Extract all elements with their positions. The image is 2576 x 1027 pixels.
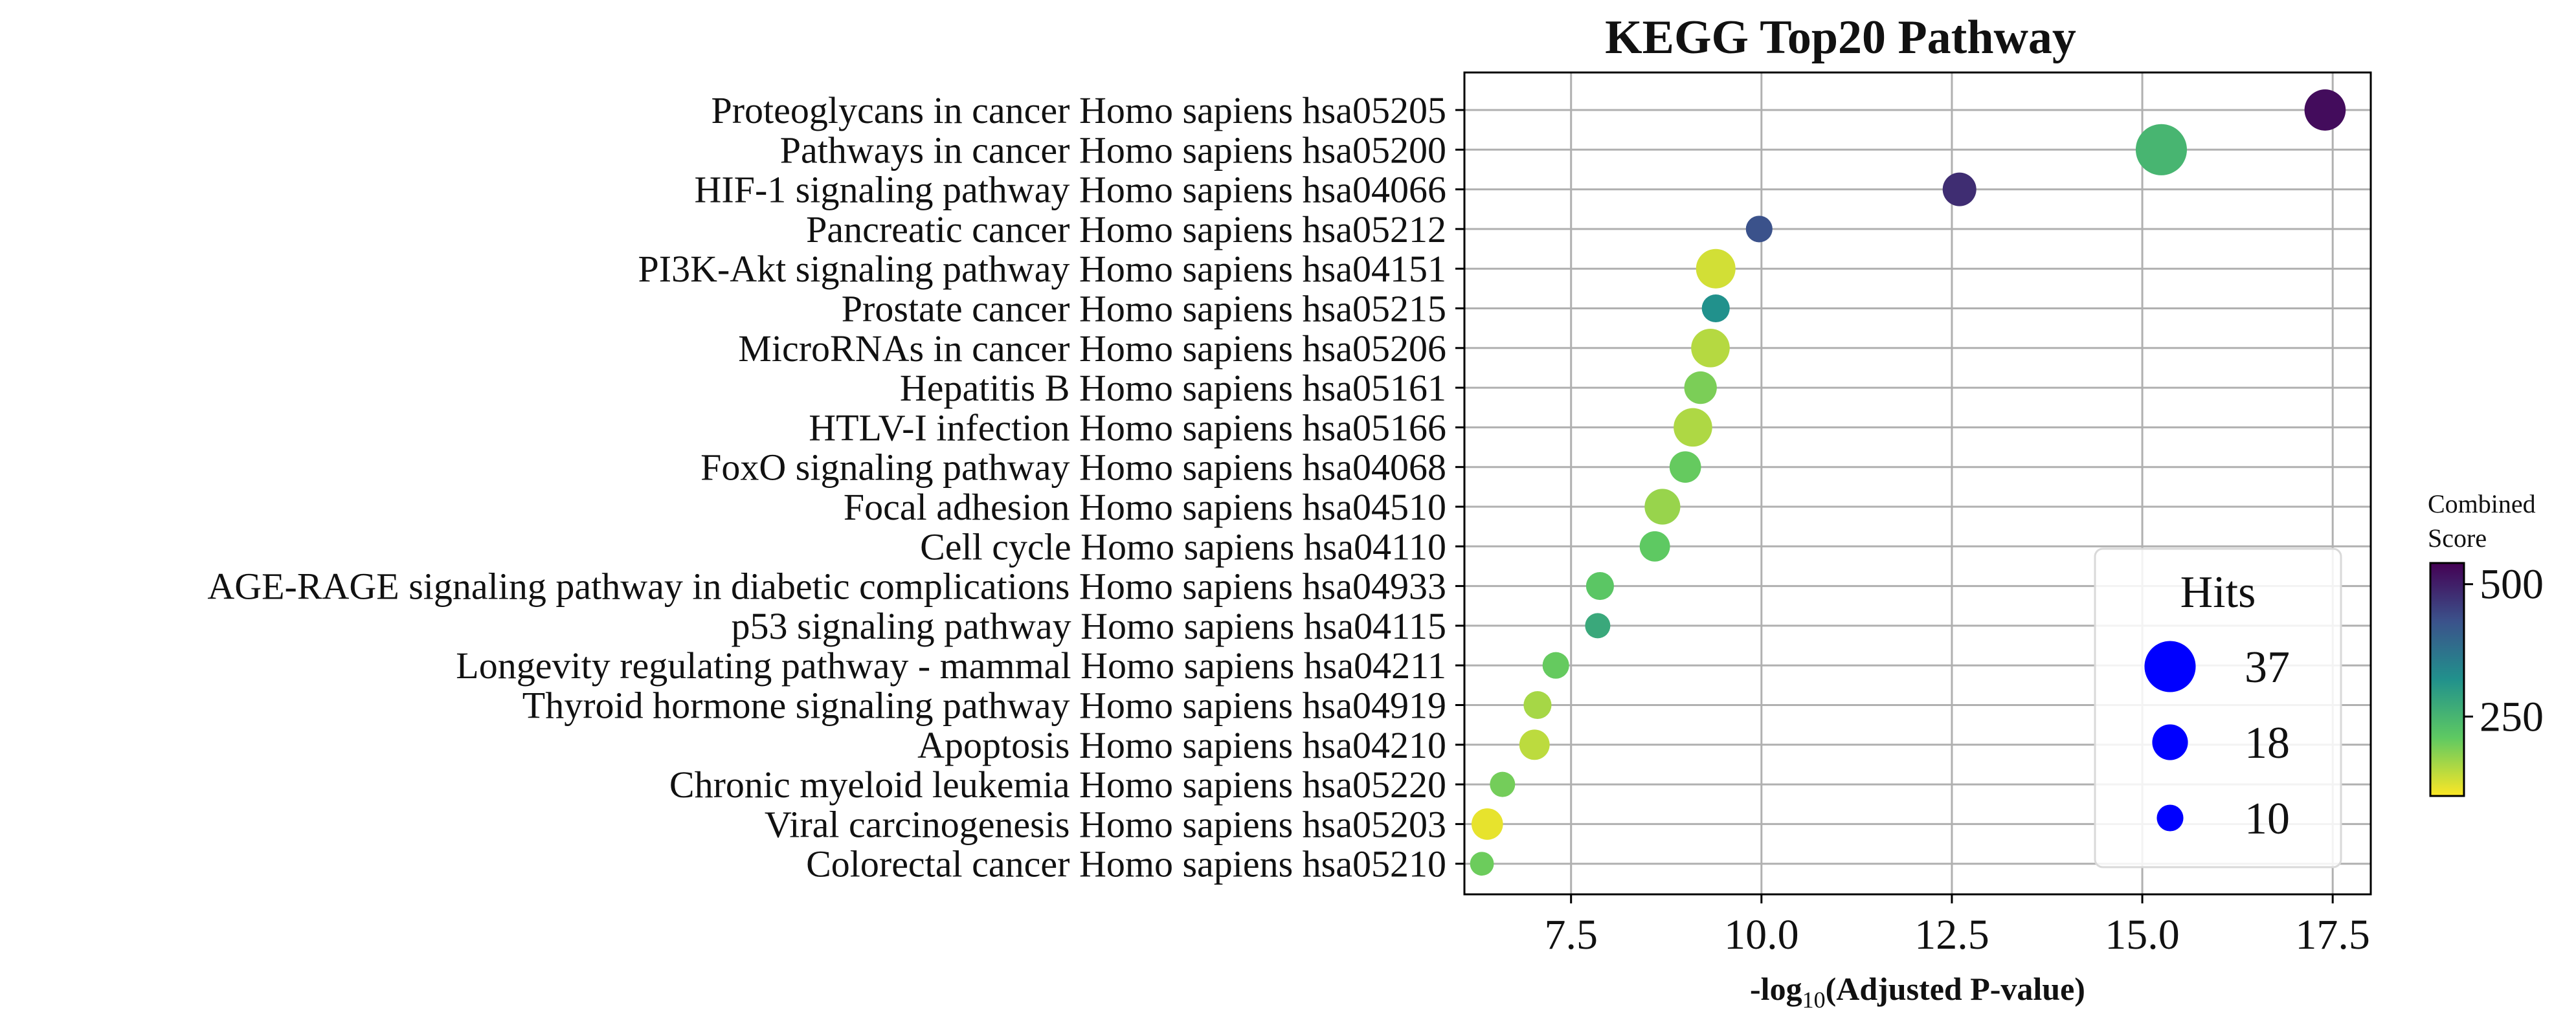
- x-tick-label: 10.0: [1724, 911, 1799, 958]
- data-point: [1542, 652, 1569, 679]
- data-point: [1519, 729, 1550, 760]
- data-point: [1696, 248, 1736, 289]
- x-tick-label: 17.5: [2295, 911, 2370, 958]
- y-tick-label: HIF-1 signaling pathway Homo sapiens hsa…: [695, 169, 1446, 211]
- y-tick-label: p53 signaling pathway Homo sapiens hsa04…: [731, 605, 1446, 647]
- y-tick-label: Pathways in cancer Homo sapiens hsa05200: [780, 129, 1446, 171]
- colorbar-tick-label: 250: [2480, 693, 2544, 740]
- x-axis-label: -log10(Adjusted P-value): [1750, 971, 2085, 1013]
- y-tick-label: Apoptosis Homo sapiens hsa04210: [917, 724, 1446, 766]
- data-point: [1684, 371, 1717, 404]
- data-point: [1674, 408, 1712, 447]
- x-axis-label-suffix: (Adjusted P-value): [1826, 971, 2085, 1007]
- colorbar-ticks: 250 500: [2464, 561, 2544, 740]
- data-point: [1639, 531, 1670, 562]
- y-tick-label: Focal adhesion Homo sapiens hsa04510: [844, 486, 1446, 528]
- hits-legend: Hits 37 18 10: [2094, 547, 2342, 868]
- chart-title: KEGG Top20 Pathway: [1605, 11, 2076, 64]
- data-point: [1585, 572, 1614, 601]
- y-tick-label: Hepatitis B Homo sapiens hsa05161: [900, 367, 1446, 409]
- y-tick-label: HTLV-I infection Homo sapiens hsa05166: [809, 406, 1446, 448]
- x-tick-label: 12.5: [1914, 911, 1989, 958]
- colorbar-tick-label: 500: [2480, 561, 2544, 608]
- colorbar: Combined Score 250 500: [2428, 489, 2544, 797]
- legend-box: [2094, 547, 2342, 868]
- data-point: [2135, 124, 2188, 175]
- y-tick-label: MicroRNAs in cancer Homo sapiens hsa0520…: [738, 327, 1446, 370]
- y-tick-label: Viral carcinogenesis Homo sapiens hsa052…: [765, 803, 1446, 845]
- data-point: [1644, 489, 1681, 525]
- data-point: [1942, 172, 1977, 206]
- legend-entries: 37 18 10: [2144, 641, 2290, 844]
- legend-marker: [2144, 641, 2196, 692]
- data-point: [1471, 808, 1503, 840]
- plot-frame: [1463, 71, 2372, 896]
- data-point: [1490, 771, 1516, 797]
- y-tick-label: Prostate cancer Homo sapiens hsa05215: [842, 288, 1446, 330]
- x-axis-label-subscript: 10: [1802, 987, 1826, 1013]
- y-tick-label: AGE-RAGE signaling pathway in diabetic c…: [207, 566, 1446, 608]
- colorbar-title-line1: Combined: [2428, 489, 2536, 518]
- data-point: [1585, 613, 1611, 639]
- legend-marker: [2156, 804, 2184, 832]
- x-tick-label: 15.0: [2105, 911, 2180, 958]
- x-ticks: 7.5 10.0 12.5 15.0 17.5: [1544, 894, 2370, 958]
- legend-label: 10: [2245, 794, 2290, 844]
- legend-title: Hits: [2180, 568, 2256, 617]
- x-axis-label-prefix: -log: [1750, 971, 1802, 1007]
- data-point: [1470, 852, 1494, 876]
- x-tick-label: 7.5: [1544, 911, 1598, 958]
- y-tick-label: Pancreatic cancer Homo sapiens hsa05212: [806, 208, 1446, 250]
- y-tick-label: Chronic myeloid leukemia Homo sapiens hs…: [669, 764, 1446, 806]
- y-tick-label: Proteoglycans in cancer Homo sapiens hsa…: [711, 89, 1446, 131]
- y-tick-label: FoxO signaling pathway Homo sapiens hsa0…: [700, 447, 1446, 489]
- data-point: [1745, 215, 1773, 243]
- data-points: [1470, 89, 2346, 876]
- data-point: [2304, 89, 2346, 131]
- y-tick-label: PI3K-Akt signaling pathway Homo sapiens …: [638, 248, 1446, 290]
- y-tick-label: Cell cycle Homo sapiens hsa04110: [920, 525, 1446, 568]
- y-tick-label: Colorectal cancer Homo sapiens hsa05210: [806, 843, 1446, 885]
- y-tick-labels: Proteoglycans in cancer Homo sapiens hsa…: [207, 89, 1464, 885]
- data-point: [1691, 329, 1730, 368]
- legend-label: 37: [2245, 643, 2290, 692]
- colorbar-title-line2: Score: [2428, 524, 2487, 553]
- y-tick-label: Longevity regulating pathway - mammal Ho…: [456, 645, 1446, 687]
- data-point: [1669, 451, 1701, 483]
- y-tick-label: Thyroid hormone signaling pathway Homo s…: [522, 685, 1446, 727]
- legend-label: 18: [2245, 718, 2290, 768]
- data-point: [1701, 294, 1730, 323]
- data-point: [1523, 690, 1552, 720]
- colorbar-gradient: [2429, 562, 2465, 797]
- legend-marker: [2152, 724, 2188, 760]
